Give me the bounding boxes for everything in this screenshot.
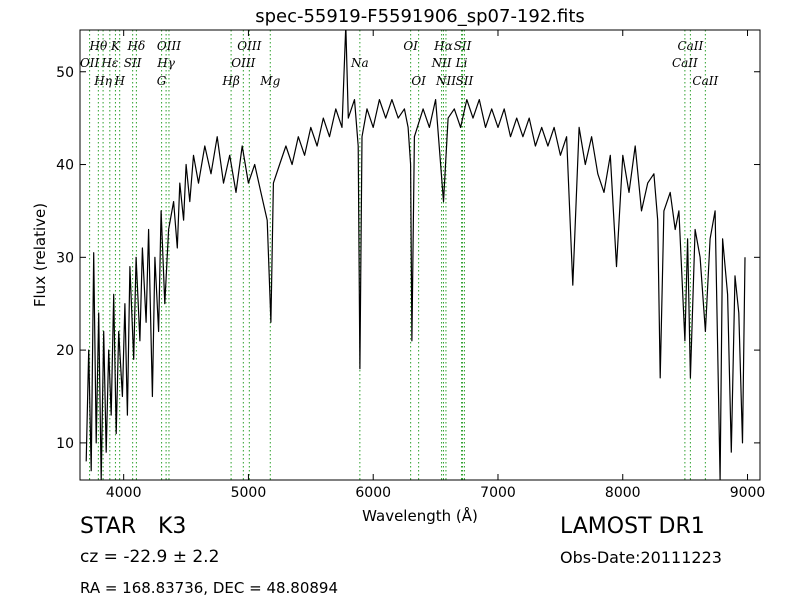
line-marker-label-9: OII — [80, 56, 100, 70]
line-marker-label-16: Hη — [93, 74, 112, 88]
line-marker-label-23: OI — [411, 74, 426, 88]
line-marker-label-4: OIII — [237, 39, 261, 53]
x-tick-label-5000: 5000 — [231, 485, 267, 501]
survey-name: LAMOST DR1 — [560, 514, 705, 539]
x-axis-label: Wavelength (Å) — [362, 506, 478, 525]
line-marker-label-15: CaII — [672, 56, 698, 70]
observation-date: Obs-Date:20111223 — [560, 548, 722, 567]
line-marker-label-13: NII — [431, 56, 452, 70]
x-tick-label-6000: 6000 — [355, 485, 391, 501]
spectrum-series-line-0 — [85, 30, 746, 480]
line-marker-label-1: K — [110, 39, 121, 53]
line-marker-label-21: Mg — [259, 74, 280, 88]
y-tick-label-30: 30 — [56, 250, 74, 266]
line-marker-label-18: G — [157, 74, 167, 88]
line-marker-label-3: OIII — [157, 39, 181, 53]
line-marker-label-14: Li — [455, 56, 468, 70]
line-marker-label-7: SII — [454, 39, 472, 53]
line-marker-label-19: OIII — [231, 56, 255, 70]
spectrum-series — [85, 30, 746, 480]
line-marker-label-22: Na — [350, 56, 369, 70]
x-tick-label-8000: 8000 — [605, 485, 641, 501]
line-marker-label-2: Hδ — [127, 39, 146, 53]
object-class: STAR — [80, 514, 137, 539]
line-marker-label-20: Hβ — [221, 74, 239, 88]
spectral-subclass: K3 — [158, 514, 187, 539]
axis-ticks: 4000 5000 6000 7000 8000 9000 10 20 30 40 50 — [56, 30, 765, 501]
y-tick-label-20: 20 — [56, 343, 74, 359]
x-tick-label-7000: 7000 — [480, 485, 516, 501]
y-tick-label-40: 40 — [56, 158, 74, 174]
line-marker-label-6: Hα — [433, 39, 453, 53]
line-marker-label-25: SII — [456, 74, 474, 88]
x-tick-label-4000: 4000 — [106, 485, 142, 501]
y-tick-label-10: 10 — [56, 436, 74, 452]
sky-coordinates: RA = 168.83736, DEC = 48.80894 — [80, 579, 339, 597]
plot-area-frame — [79, 29, 761, 481]
y-tick-label-50: 50 — [56, 65, 74, 81]
chart-title: spec-55919-F5591906_sp07-192.fits — [255, 6, 585, 27]
line-marker-label-26: CaII — [692, 74, 718, 88]
line-marker-label-8: CaII — [677, 39, 703, 53]
line-marker-label-0: Hθ — [88, 39, 107, 53]
y-axis-label: Flux (relative) — [31, 203, 49, 307]
line-marker-label-11: SII — [124, 56, 142, 70]
redshift-value: cz = -22.9 ± 2.2 — [80, 547, 220, 567]
line-marker-label-17: H — [113, 74, 125, 88]
x-tick-label-9000: 9000 — [730, 485, 766, 501]
line-marker-label-10: Hε — [100, 56, 118, 70]
line-marker-label-5: OI — [403, 39, 418, 53]
line-marker-label-12: Hγ — [156, 56, 175, 70]
line-marker-label-24: NII — [435, 74, 456, 88]
